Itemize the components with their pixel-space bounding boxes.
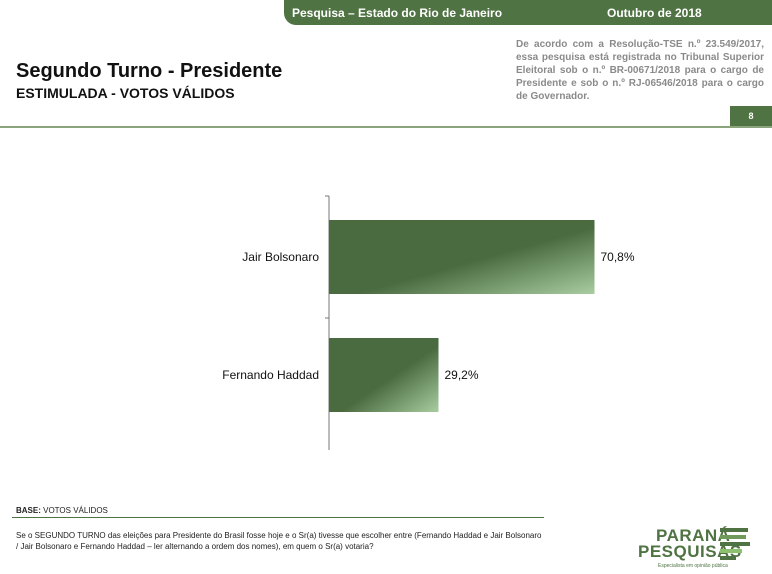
logo-tagline: Especialista em opinião pública xyxy=(658,563,728,569)
category-label: Jair Bolsonaro xyxy=(242,250,319,264)
survey-name: Pesquisa – Estado do Rio de Janeiro xyxy=(292,6,503,20)
category-label: Fernando Haddad xyxy=(222,368,319,382)
legal-notice: De acordo com a Resolução-TSE n.º 23.549… xyxy=(516,39,764,102)
base-label: BASE: xyxy=(16,506,41,515)
survey-date: Outubro de 2018 xyxy=(607,6,702,20)
parana-pesquisas-logo: PARANÁ PESQUISAS Especialista em opinião… xyxy=(636,524,766,572)
page-number: 8 xyxy=(730,106,772,126)
page-title: Segundo Turno - Presidente xyxy=(16,60,283,82)
header-bar: Pesquisa – Estado do Rio de Janeiro Outu… xyxy=(284,0,772,25)
logo-line2: PESQUISAS xyxy=(638,542,742,561)
base-value: VOTOS VÁLIDOS xyxy=(43,506,108,515)
bar-chart: Jair Bolsonaro 70,8% Fernando Haddad 29,2% xyxy=(222,195,635,450)
page-subtitle: ESTIMULADA - VOTOS VÁLIDOS xyxy=(16,85,235,101)
footer-divider xyxy=(12,517,544,518)
question-text: Se o SEGUNDO TURNO das eleições para Pre… xyxy=(16,531,542,551)
logo-stripes-icon xyxy=(720,528,750,560)
data-label: 70,8% xyxy=(601,250,635,264)
bar xyxy=(329,338,439,412)
header-divider xyxy=(0,126,772,128)
bar xyxy=(329,220,595,294)
data-label: 29,2% xyxy=(445,368,479,382)
logo-line1: PARANÁ xyxy=(656,526,731,545)
base-note: BASE: VOTOS VÁLIDOS xyxy=(16,506,108,515)
